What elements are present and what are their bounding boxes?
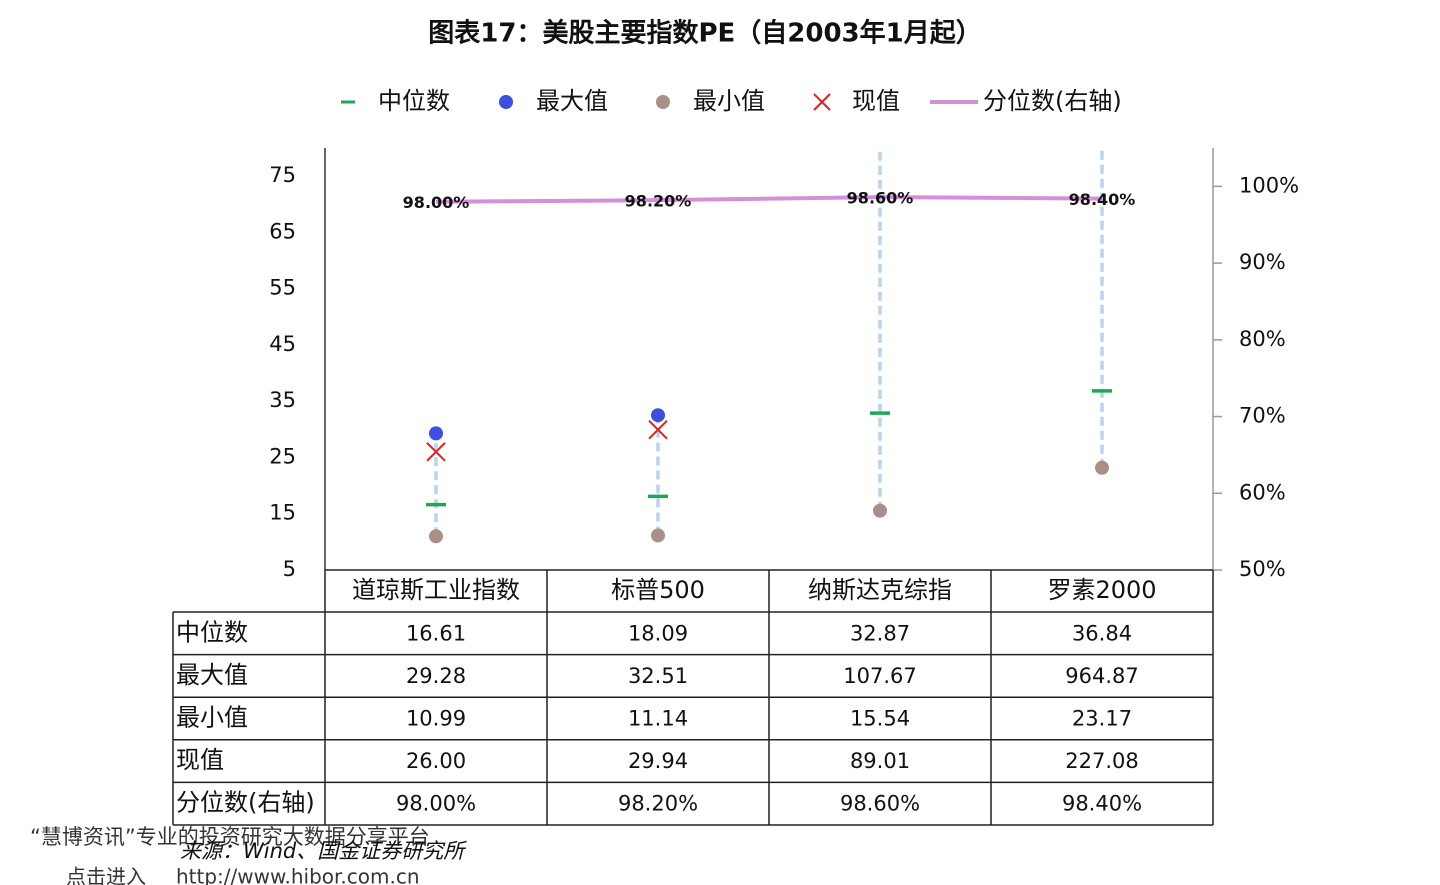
y-tick-label: 45 [269,332,296,356]
legend-swatch [813,93,831,111]
legend-label: 中位数 [378,87,450,115]
y-tick-label: 25 [269,444,296,468]
table-cell: 18.09 [628,621,688,645]
row-header: 现值 [176,746,224,774]
table-cell: 964.87 [1065,664,1138,688]
table-cell: 89.01 [850,749,910,773]
cross-mark [426,442,446,462]
table-cell: 29.28 [406,664,466,688]
table-cell: 10.99 [406,707,466,731]
table-cell: 227.08 [1065,749,1138,773]
row-header: 分位数(右轴) [176,789,315,817]
data-label: 98.00% [403,193,470,212]
table-cell: 11.14 [628,707,688,731]
watermark: 点击进入 [66,865,146,885]
table-cell: 98.40% [1062,792,1142,816]
table-cell: 26.00 [406,749,466,773]
table-cell: 32.51 [628,664,688,688]
dot-mark [1095,460,1109,475]
table-header: 标普500 [611,576,705,604]
table-cell: 29.94 [628,749,688,773]
y-tick-label: 15 [269,501,296,525]
row-header: 最大值 [176,661,248,689]
y2-tick-label: 80% [1239,327,1286,351]
data-label: 98.20% [625,192,692,211]
percentile-line [435,195,1103,204]
y-tick-label: 5 [283,557,296,581]
dot-mark [429,529,443,544]
table-header: 罗素2000 [1047,576,1156,604]
table-cell: 32.87 [850,621,910,645]
data-label: 98.60% [847,189,914,208]
table-cell: 15.54 [850,707,910,731]
table-header: 纳斯达克综指 [808,576,952,604]
y2-tick-label: 60% [1239,480,1286,504]
y2-tick-label: 70% [1239,404,1286,428]
y-tick-label: 55 [269,276,296,300]
table-cell: 23.17 [1072,707,1132,731]
legend-label: 分位数(右轴) [983,87,1122,115]
table-header: 道琼斯工业指数 [352,576,520,604]
watermark: http://www.hibor.com.cn [176,865,420,885]
table-cell: 98.60% [840,792,920,816]
legend-label: 最大值 [536,87,608,115]
table-cell: 107.67 [843,664,916,688]
y2-tick-label: 90% [1239,250,1286,274]
y-tick-label: 35 [269,388,296,412]
y2-tick-label: 50% [1239,557,1286,581]
y-tick-label: 65 [269,219,296,243]
legend-swatch [499,95,513,109]
watermark: “慧博资讯”专业的投资研究大数据分享平台 [30,825,430,849]
table-cell: 36.84 [1072,621,1132,645]
row-header: 最小值 [176,704,248,732]
y-tick-label: 75 [269,163,296,187]
dot-mark [873,503,887,518]
dot-mark [429,426,443,441]
chart-title: 图表17：美股主要指数PE（自2003年1月起） [428,18,981,49]
table-cell: 16.61 [406,621,466,645]
legend-label: 现值 [852,87,900,115]
legend-label: 最小值 [693,87,765,115]
y2-tick-label: 100% [1239,173,1299,197]
dot-mark [651,408,665,423]
cross-mark [648,419,668,440]
legend-swatch [656,95,670,109]
dot-mark [651,528,665,543]
data-label: 98.40% [1069,190,1136,209]
table-cell: 98.20% [618,792,698,816]
table-cell: 98.00% [396,792,476,816]
source: 来源：Wind、国金证券研究所 [180,839,467,863]
plot-area [426,148,1112,544]
row-header: 中位数 [176,618,248,646]
